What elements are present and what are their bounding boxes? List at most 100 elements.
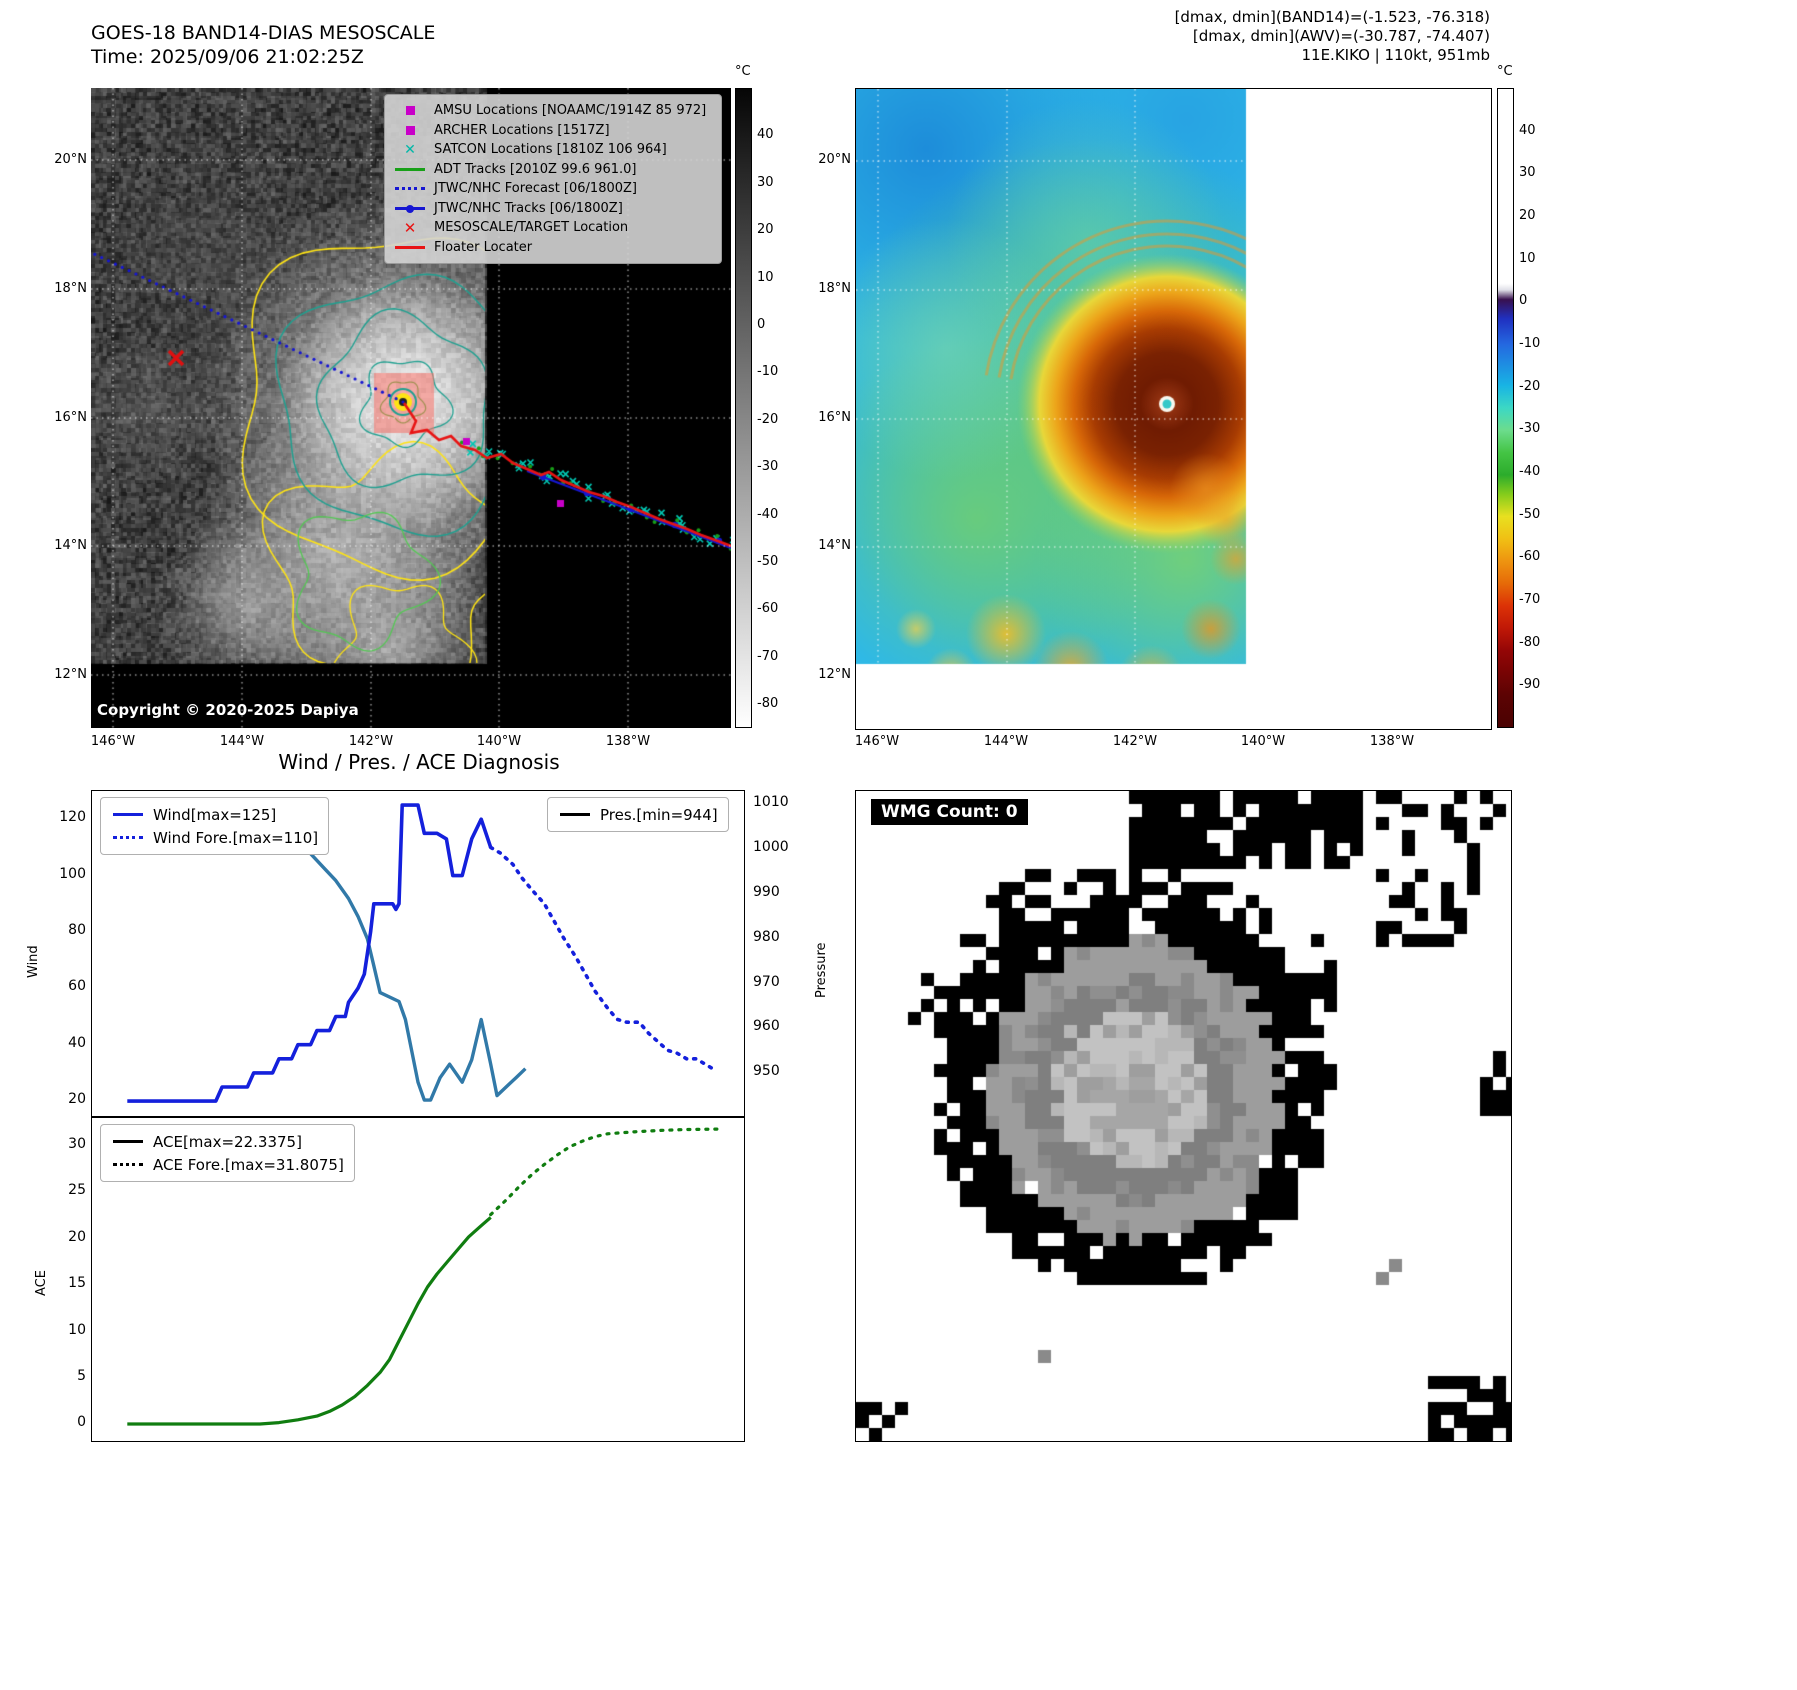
enhanced-colorbar-unit: °C [1497,64,1513,79]
enhanced-colorbar-tick: 40 [1519,122,1536,138]
band14-lat-tick: 18°N [54,281,87,296]
band14-colorbar-tick: 20 [757,222,774,238]
copyright-text: Copyright © 2020-2025 Dapiya [97,701,359,719]
enhanced-colorbar-tick: -30 [1519,421,1541,437]
enhanced-colorbar-tick: -40 [1519,464,1541,479]
forecast-dotted-line-icon [393,182,427,196]
band14-colorbar-tick: -60 [757,601,779,617]
pressure-line-icon [558,808,592,822]
pressure-legend-item: Pres.[min=944] [558,803,718,826]
series-Wind[max=125] [127,803,493,1103]
enhanced-colorbar-tick: 0 [1519,293,1528,309]
wind-ytick: 60 [68,978,86,995]
band14-lat-tick: 14°N [54,538,87,553]
ace-ytick: 0 [77,1414,86,1431]
band14-lat-tick: 16°N [54,410,87,425]
archer-square-icon [393,123,427,137]
enhanced-colorbar-tick: 30 [1519,165,1536,181]
band14-lat-tick: 20°N [54,152,87,167]
legend-label: JTWC/NHC Forecast [06/1800Z] [434,181,637,197]
wind-legend-label: Wind[max=125] [153,805,277,824]
ace-axis-label: ACE [34,1270,49,1296]
enhanced-lat-tick: 12°N [818,667,851,682]
pressure-ytick: 990 [753,884,780,901]
wind-ytick: 80 [68,921,86,938]
enhanced-lat-tick: 14°N [818,538,851,553]
satcon-x-icon: ✕ [404,141,416,158]
enhanced-colorbar-tick: -20 [1519,378,1541,394]
band14-legend: AMSU Locations [NOAAMC/1914Z 85 972] ARC… [384,94,722,264]
legend-label: AMSU Locations [NOAAMC/1914Z 85 972] [434,103,707,119]
enhanced-lon-tick: 144°W [983,734,1029,749]
band14-lon-tick: 140°W [476,734,522,749]
band14-colorbar-tick: -10 [757,364,779,380]
band14-colorbar-tick: -80 [757,696,779,712]
enhanced-satellite-image [855,88,1492,730]
band14-colorbar-tick: 10 [757,269,774,285]
series-ACE[max=22.3375] [127,1216,492,1426]
legend-item-archer: ARCHER Locations [1517Z] [393,121,713,141]
series-ACE Fore.[max=31.8075] [489,1127,720,1217]
ace-chart [91,1117,745,1442]
legend-label: MESOSCALE/TARGET Location [434,220,629,236]
enhanced-lat-tick: 16°N [818,410,851,425]
band14-time: Time: 2025/09/06 21:02:25Z [91,46,364,68]
ace-legend-label: ACE[max=22.3375] [153,1132,302,1151]
legend-label: SATCON Locations [1810Z 106 964] [434,142,667,158]
pressure-ytick: 1010 [753,794,789,811]
floater-line-icon [393,240,427,254]
pressure-axis-label: Pressure [814,942,829,998]
legend-item-floater: Floater Locater [393,238,713,258]
wind-ytick: 20 [68,1091,86,1108]
ace-ytick: 10 [68,1321,86,1338]
ace-legend-item: ACE[max=22.3375] [111,1130,344,1153]
enhanced-colorbar-tick: 10 [1519,250,1536,266]
band14-colorbar-tick: -30 [757,459,779,475]
enhanced-lon-tick: 140°W [1240,734,1286,749]
wind-axis-label: Wind [26,945,41,978]
legend-item-target: ✕ MESOSCALE/TARGET Location [393,218,713,238]
legend-label: Floater Locater [434,239,533,255]
enhanced-annotations: [dmax, dmin](BAND14)=(-1.523, -76.318) [… [900,8,1490,65]
tracks-line-dot-icon [393,201,427,215]
amsu-square-icon [393,104,427,118]
band14-colorbar-tick: -70 [757,648,779,664]
wmg-count-label: WMG Count: 0 [871,799,1028,825]
ace-line-icon [111,1135,145,1149]
target-x-icon: ✕ [403,218,417,237]
enhanced-lon-tick: 142°W [1112,734,1158,749]
band14-colorbar-tick: 40 [757,127,774,143]
pressure-legend: Pres.[min=944] [547,797,729,832]
annotation-awv-dmax-dmin: [dmax, dmin](AWV)=(-30.787, -74.407) [1192,27,1490,45]
legend-item-tracks: JTWC/NHC Tracks [06/1800Z] [393,199,713,219]
wind-fore-legend-label: Wind Fore.[max=110] [153,828,319,847]
band14-title: GOES-18 BAND14-DIAS MESOSCALE [91,22,436,44]
ace-fore-legend-item: ACE Fore.[max=31.8075] [111,1153,344,1176]
band14-colorbar-unit: °C [735,64,751,79]
wind-ytick: 120 [59,809,86,826]
pressure-ytick: 960 [753,1018,780,1035]
band14-colorbar-tick: -20 [757,411,779,427]
band14-colorbar-tick: 30 [757,174,774,190]
enhanced-colorbar-tick: -90 [1519,677,1541,693]
ace-ytick: 15 [68,1275,86,1292]
ace-ytick: 30 [68,1135,86,1152]
enhanced-lon-tick: 146°W [854,734,900,749]
band14-colorbar [735,88,752,728]
pressure-legend-label: Pres.[min=944] [600,805,718,824]
wind-legend-item: Wind[max=125] [111,803,318,826]
wind-fore-legend-item: Wind Fore.[max=110] [111,826,318,849]
annotation-storm-id: 11E.KIKO | 110kt, 951mb [1301,46,1490,64]
ace-legend: ACE[max=22.3375] ACE Fore.[max=31.8075] [100,1124,355,1182]
band14-lon-tick: 146°W [90,734,136,749]
wind-legend: Wind[max=125] Wind Fore.[max=110] [100,797,330,855]
wmg-pixel-image [855,790,1512,1442]
wind-ytick: 100 [59,865,86,882]
ace-fore-dotted-icon [111,1158,145,1172]
enhanced-lat-tick: 20°N [818,152,851,167]
band14-colorbar-tick: 0 [757,317,766,333]
adt-line-icon [393,162,427,176]
band14-colorbar-tick: -50 [757,554,779,570]
annotation-band14-dmax-dmin: [dmax, dmin](BAND14)=(-1.523, -76.318) [1174,8,1490,26]
